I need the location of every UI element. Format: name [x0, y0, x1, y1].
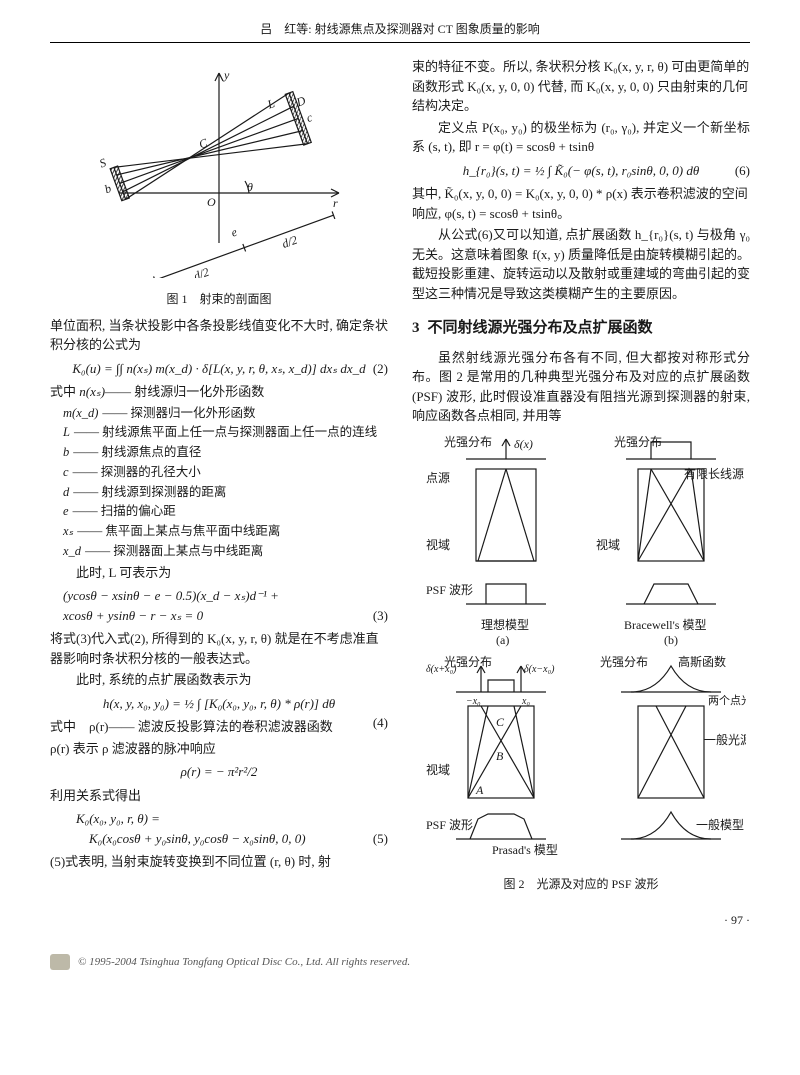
para-l4b: ρ(r) 表示 ρ 滤波器的脉冲响应 — [50, 739, 388, 759]
figure-1: y r O — [50, 63, 388, 284]
svg-text:PSF 波形: PSF 波形 — [426, 583, 473, 597]
svg-text:光强分布: 光强分布 — [600, 655, 648, 669]
beam-section-diagram: y r O — [89, 63, 349, 278]
two-column-layout: y r O — [50, 55, 750, 901]
svg-text:两个点光源 ＋有限长线源: 两个点光源 ＋有限长线源 — [708, 693, 746, 707]
svg-text:δ(x−x₀): δ(x−x₀) — [524, 664, 555, 675]
definition-list: m(x_d)—— 探测器归一化外形函数 L—— 射线源焦平面上任一点与探测器面上… — [50, 404, 388, 561]
running-head: 吕 红等: 射线源焦点及探测器对 CT 图象质量的影响 — [50, 20, 750, 43]
svg-text:B: B — [496, 749, 504, 763]
para-l1: 单位面积, 当条状投影中各条投影线值变化不大时, 确定条状积分核的公式为 — [50, 316, 388, 355]
svg-text:y: y — [223, 68, 230, 82]
page-number: · 97 · — [50, 911, 750, 929]
svg-text:d/2: d/2 — [280, 233, 299, 251]
svg-text:b: b — [103, 181, 113, 196]
psf-panels: 光强分布 δ(x) 点源 视域 PSF 波形 — [416, 434, 746, 864]
copyright-text: © 1995-2004 Tsinghua Tongfang Optical Di… — [78, 954, 410, 971]
para-l3: 将式(3)代入式(2), 所得到的 K₀(x, y, r, θ) 就是在不考虑准… — [50, 629, 388, 668]
para-l4: 式中 ρ(r)—— 滤波反投影算法的卷积滤波器函数 — [50, 717, 388, 737]
figure-1-caption: 图 1 射束的剖面图 — [50, 290, 388, 308]
para-l6: (5)式表明, 当射束旋转变换到不同位置 (r, θ) 时, 射 — [50, 852, 388, 872]
svg-text:C: C — [496, 715, 505, 729]
para-r2: 定义点 P(x₀, y₀) 的极坐标为 (r₀, γ₀), 并定义一个新坐标系 … — [412, 118, 750, 157]
svg-text:视域: 视域 — [596, 537, 620, 552]
svg-text:O: O — [207, 195, 216, 209]
svg-text:理想模型: 理想模型 — [481, 617, 529, 632]
svg-text:d/2: d/2 — [192, 265, 211, 278]
svg-text:A: A — [475, 783, 484, 797]
equation-4: h(x, y, x₀, y₀) = ½ ∫ [K₀(x₀, y₀, r, θ) … — [50, 694, 388, 714]
svg-text:高斯函数: 高斯函数 — [678, 654, 726, 669]
para-l5: 利用关系式得出 — [50, 786, 388, 806]
para-l3b: 此时, 系统的点扩展函数表示为 — [50, 670, 388, 690]
svg-text:Bracewell's 模型: Bracewell's 模型 — [624, 618, 706, 632]
equation-rho: ρ(r) = − π²r²/2 — [50, 762, 388, 782]
svg-text:(a): (a) — [496, 633, 509, 647]
page-footer: © 1995-2004 Tsinghua Tongfang Optical Di… — [0, 944, 800, 991]
para-r4: 从公式(6)又可以知道, 点扩展函数 h_{r₀}(s, t) 与极角 γ₀ 无… — [412, 225, 750, 303]
svg-text:c: c — [304, 110, 314, 125]
equation-6: h_{r₀}(s, t) = ½ ∫ K̃₀(− φ(s, t), r₀sinθ… — [412, 161, 750, 181]
svg-text:L: L — [265, 96, 277, 112]
para-r3: 其中, K̃₀(x, y, 0, 0) = K₀(x, y, 0, 0) * ρ… — [412, 184, 750, 223]
equation-5: K₀(x₀, y₀, r, θ) = K₀(x₀cosθ + y₀sinθ, y… — [50, 809, 388, 848]
where-label: 式中 n(xₛ)—— 射线源归一化外形函数 — [50, 382, 388, 402]
svg-text:θ: θ — [247, 180, 253, 194]
svg-text:一般光源: 一般光源 — [704, 732, 746, 747]
para-r1: 束的特征不变。所以, 条状积分核 K₀(x, y, r, θ) 可由更简单的函数… — [412, 57, 750, 116]
equation-2: K₀(u) = ∫∫ n(xₛ) m(x_d) · δ[L(x, y, r, θ… — [50, 359, 388, 379]
svg-text:−x₀: −x₀ — [466, 696, 481, 707]
left-column: y r O — [50, 55, 388, 901]
svg-text:δ(x): δ(x) — [514, 437, 533, 451]
para-l2: 此时, L 可表示为 — [50, 563, 388, 583]
svg-text:(b): (b) — [664, 633, 678, 647]
figure-2-caption: 图 2 光源及对应的 PSF 波形 — [412, 875, 750, 893]
svg-text:x₀: x₀ — [521, 696, 530, 707]
right-column: 束的特征不变。所以, 条状积分核 K₀(x, y, r, θ) 可由更简单的函数… — [412, 55, 750, 901]
svg-text:视域: 视域 — [426, 762, 450, 777]
equation-3: (ycosθ − xsinθ − e − 0.5)(x_d − xₛ)d⁻¹ +… — [50, 586, 388, 625]
svg-text:e: e — [229, 225, 239, 240]
svg-text:r: r — [333, 196, 338, 210]
section-3-heading: 3不同射线源光强分布及点扩展函数 — [412, 317, 750, 340]
figure-2: 光强分布 δ(x) 点源 视域 PSF 波形 — [412, 434, 750, 870]
svg-text:Prasad's 模型: Prasad's 模型 — [492, 843, 558, 857]
svg-text:δ(x+x₀): δ(x+x₀) — [426, 664, 457, 675]
svg-text:一般模型: 一般模型 — [696, 817, 744, 832]
para-r5: 虽然射线源光强分布各有不同, 但大都按对称形式分布。图 2 是常用的几种典型光强… — [412, 348, 750, 426]
svg-text:C: C — [197, 135, 210, 151]
svg-text:点源: 点源 — [426, 471, 450, 485]
svg-text:视域: 视域 — [426, 537, 450, 552]
svg-text:PSF 波形: PSF 波形 — [426, 818, 473, 832]
publisher-logo-icon — [50, 954, 70, 970]
svg-text:S: S — [97, 155, 107, 170]
svg-text:光强分布: 光强分布 — [444, 435, 492, 449]
